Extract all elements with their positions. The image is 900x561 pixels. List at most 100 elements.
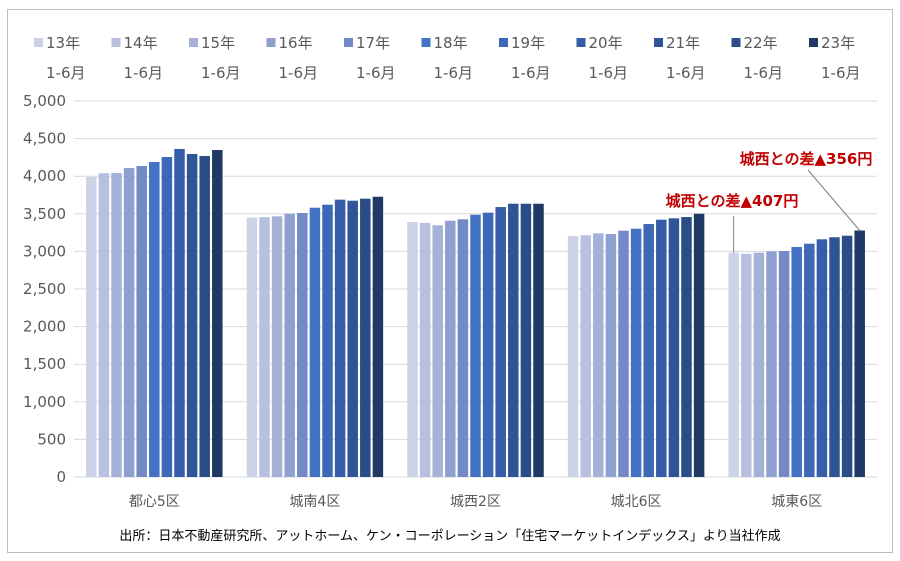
y-tick-label: 3,000 [23, 242, 66, 260]
bar [693, 213, 705, 477]
bar [829, 237, 840, 477]
bar [246, 217, 258, 477]
bar [643, 224, 654, 477]
legend-swatch [111, 38, 121, 47]
bar-group [567, 213, 705, 478]
legend-item: 13年 1-6月 [34, 34, 86, 82]
source-note: 出所：日本不動産研究所、アットホーム、ケン・コーポレーション「住宅マーケットイン… [119, 528, 780, 544]
bar [630, 228, 642, 477]
legend-swatch [731, 38, 741, 47]
legend-label-period: 1-6月 [124, 64, 164, 82]
bar [86, 176, 97, 477]
y-tick-label: 1,000 [23, 393, 66, 411]
bar [372, 196, 384, 477]
bar [766, 251, 777, 477]
bar [533, 203, 544, 477]
bar [98, 173, 110, 477]
bar [593, 233, 604, 477]
bar [618, 230, 629, 477]
legend-item: 23年 1-6月 [809, 34, 861, 82]
legend-label-year: 21年 [666, 34, 700, 52]
legend-label-period: 1-6月 [356, 64, 396, 82]
legend-item: 16年 1-6月 [266, 34, 318, 82]
bar [457, 219, 469, 477]
legend-label-period: 1-6月 [46, 64, 86, 82]
bar [741, 253, 752, 477]
bar [432, 225, 443, 477]
annotation-label: 城西との差▲407円 [666, 192, 799, 210]
bars [86, 148, 865, 478]
legend-swatch [809, 38, 818, 47]
legend-swatch [34, 38, 43, 47]
bar-group [728, 230, 865, 477]
x-category-label: 城西2区 [450, 494, 501, 510]
y-tick-label: 500 [37, 430, 66, 448]
bar [470, 214, 481, 477]
legend-swatch [576, 38, 586, 47]
bar [149, 161, 160, 478]
legend-label-year: 23年 [821, 34, 855, 52]
bar-group [246, 196, 384, 478]
bar [174, 148, 185, 477]
legend-item: 20年 1-6月 [576, 34, 628, 82]
legend-label-year: 18年 [434, 34, 468, 52]
legend-swatch [421, 38, 431, 47]
bar [482, 212, 494, 477]
bar [495, 207, 506, 478]
bar-group [407, 203, 544, 478]
legend-label-year: 17年 [356, 34, 390, 52]
y-tick-label: 3,500 [23, 205, 66, 223]
bar-group [86, 148, 223, 478]
y-axis: 0 500 1,000 1,500 2,000 2,500 3,000 3,500 4,000 4… [23, 92, 66, 486]
x-category-label: 城東6区 [771, 494, 822, 510]
bar [816, 239, 828, 477]
legend-item: 18年 1-6月 [421, 34, 473, 82]
y-tick-label: 4,000 [23, 167, 66, 185]
bar [753, 252, 765, 477]
y-tick-label: 5,000 [23, 92, 66, 110]
legend-label-period: 1-6月 [666, 64, 706, 82]
bar [161, 157, 173, 478]
legend-label-year: 22年 [744, 34, 778, 52]
bar [841, 235, 853, 477]
legend-swatch [499, 38, 508, 47]
x-category-label: 都心5区 [129, 494, 180, 510]
annotation-label: 城西との差▲356円 [740, 150, 873, 168]
bar [199, 155, 210, 478]
bar [778, 251, 790, 477]
bar [360, 198, 371, 477]
legend: 13年 1-6月 14年 1-6月 15年 1-6月 16年 1-6月 17年 1-6月 18年 1-… [34, 34, 861, 82]
y-tick-label: 2,000 [23, 318, 66, 336]
bar [259, 217, 270, 477]
y-tick-label: 2,500 [23, 280, 66, 298]
legend-label-year: 20年 [589, 34, 623, 52]
bar [271, 216, 283, 477]
legend-label-period: 1-6月 [511, 64, 551, 82]
legend-swatch [344, 38, 353, 47]
legend-item: 19年 1-6月 [499, 34, 551, 82]
annotation-leader-line [807, 169, 861, 231]
bar [111, 172, 122, 477]
bar [212, 150, 223, 477]
bar [322, 204, 333, 477]
x-category-label: 城南4区 [289, 494, 340, 510]
bar [309, 207, 321, 477]
x-axis: 都心5区 城南4区 城西2区 城北6区 城東6区 [129, 494, 822, 510]
legend-swatch [654, 38, 663, 47]
legend-item: 14年 1-6月 [111, 34, 164, 82]
legend-label-year: 15年 [201, 34, 235, 52]
legend-item: 22年 1-6月 [731, 34, 783, 82]
bar [186, 154, 198, 478]
bar [791, 246, 802, 477]
y-tick-label: 4,500 [23, 130, 66, 148]
bar [508, 203, 519, 477]
y-tick-label: 0 [56, 468, 66, 486]
legend-item: 15年 1-6月 [189, 34, 241, 82]
legend-item: 17年 1-6月 [344, 34, 396, 82]
bar [728, 252, 739, 477]
bar [123, 168, 135, 477]
bar [297, 212, 308, 478]
bar [681, 217, 692, 477]
bar [520, 203, 532, 477]
legend-item: 21年 1-6月 [654, 34, 706, 82]
